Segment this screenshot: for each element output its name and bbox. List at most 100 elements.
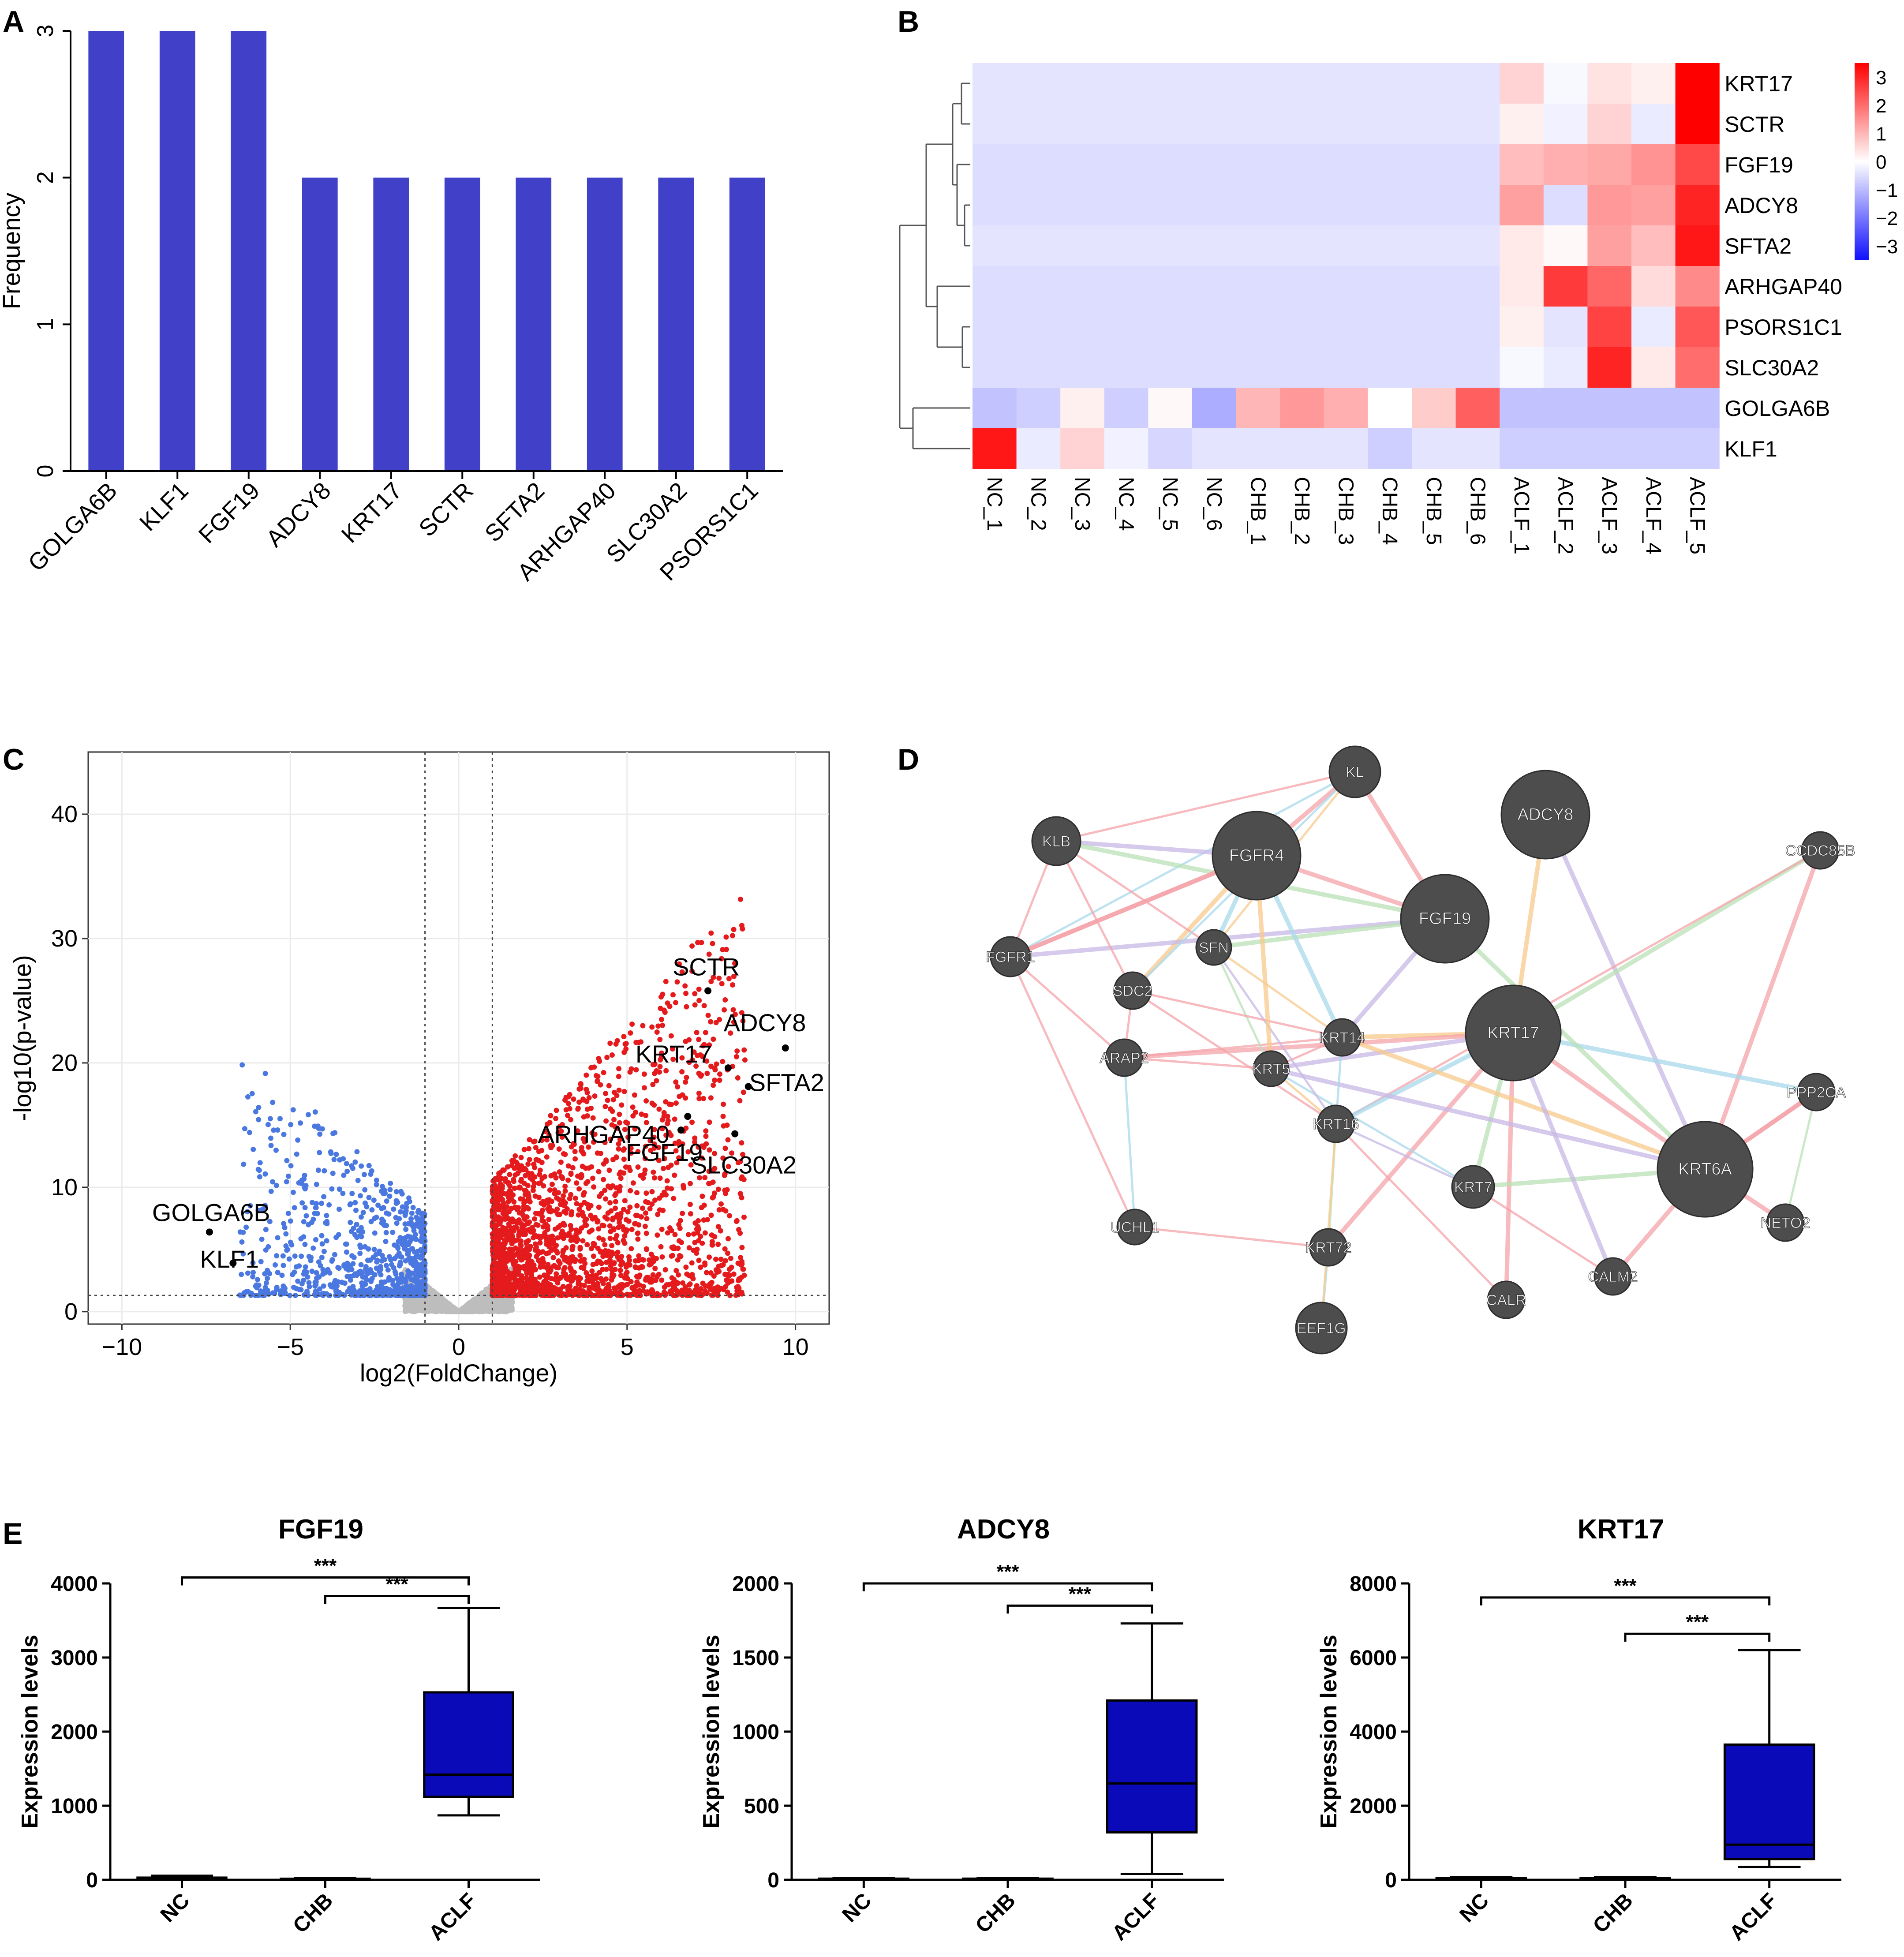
up-point — [739, 1010, 744, 1016]
up-point — [565, 1113, 571, 1119]
up-point — [559, 1122, 565, 1127]
up-point — [531, 1262, 537, 1268]
up-point — [659, 1227, 665, 1232]
up-point — [669, 1253, 674, 1259]
up-point — [689, 1119, 695, 1125]
up-point — [586, 1202, 591, 1208]
up-point — [528, 1271, 534, 1276]
up-point — [606, 1282, 611, 1287]
up-point — [526, 1146, 531, 1152]
heat-cell — [1016, 185, 1061, 226]
heat-cell — [1148, 266, 1193, 307]
ns-point — [503, 1298, 509, 1304]
up-point — [683, 1079, 688, 1085]
heat-cell — [1543, 266, 1588, 307]
heat-cell — [1280, 225, 1324, 266]
up-point — [533, 1222, 539, 1227]
panel-label-b: B — [898, 5, 919, 38]
up-point — [700, 1096, 706, 1101]
up-point — [560, 1249, 566, 1255]
up-point — [660, 1022, 666, 1028]
up-point — [554, 1271, 559, 1277]
up-point — [676, 1155, 682, 1161]
up-point — [718, 1228, 723, 1234]
up-point — [612, 1124, 618, 1130]
up-point — [649, 1189, 655, 1194]
heat-cell — [1104, 428, 1148, 469]
up-point — [595, 1150, 600, 1156]
heat-cell — [1455, 63, 1500, 104]
up-point — [673, 1000, 678, 1006]
heat-cell — [1192, 104, 1237, 145]
up-point — [540, 1224, 546, 1230]
heat-cell — [1060, 428, 1105, 469]
y-tick-label: 10 — [51, 1174, 78, 1201]
up-point — [525, 1260, 531, 1266]
up-point — [548, 1268, 554, 1273]
up-point — [529, 1225, 535, 1231]
up-point — [659, 1117, 665, 1123]
up-point — [642, 1156, 648, 1161]
up-point — [555, 1280, 561, 1286]
up-point — [512, 1186, 517, 1191]
row-label-sfta2: SFTA2 — [1724, 234, 1792, 258]
up-point — [578, 1081, 584, 1087]
heat-cell — [1236, 388, 1280, 429]
heat-cell — [1675, 388, 1720, 429]
bar-psors1c1 — [729, 177, 765, 471]
up-point — [671, 1196, 677, 1201]
up-point — [656, 1158, 662, 1164]
up-point — [610, 1251, 616, 1257]
up-point — [581, 1114, 587, 1120]
x-tick-label: 5 — [621, 1334, 634, 1360]
heat-cell — [1236, 104, 1280, 145]
up-point — [518, 1178, 524, 1184]
up-point — [723, 1272, 729, 1278]
up-point — [595, 1219, 600, 1225]
up-point — [701, 1003, 707, 1009]
bar-golga6b — [88, 31, 124, 471]
col-label: CHB_4 — [1378, 477, 1401, 545]
up-point — [622, 1198, 628, 1204]
heat-cell — [1060, 225, 1105, 266]
up-point — [569, 1246, 575, 1252]
up-point — [527, 1137, 532, 1143]
up-point — [565, 1285, 571, 1291]
heat-cell — [1455, 388, 1500, 429]
up-point — [632, 1092, 637, 1098]
up-point — [659, 1277, 665, 1283]
up-point — [651, 1134, 657, 1140]
up-point — [584, 1242, 590, 1247]
up-point — [586, 1279, 592, 1284]
up-point — [552, 1187, 557, 1193]
up-point — [580, 1192, 586, 1198]
up-point — [722, 1246, 728, 1252]
up-point — [574, 1201, 580, 1206]
up-point — [576, 1186, 582, 1192]
up-point — [672, 1141, 678, 1146]
up-point — [670, 1046, 675, 1052]
heat-cell — [1192, 347, 1237, 388]
up-point — [545, 1227, 550, 1232]
up-point — [663, 1192, 669, 1198]
heat-cell — [1280, 388, 1324, 429]
up-point — [633, 1212, 639, 1218]
up-point — [533, 1157, 539, 1163]
up-point — [580, 1096, 586, 1102]
up-point — [587, 1229, 592, 1235]
up-point — [694, 1283, 700, 1289]
up-point — [561, 1193, 566, 1199]
up-point — [727, 1293, 733, 1298]
up-point — [542, 1129, 548, 1134]
up-point — [654, 1029, 660, 1035]
up-point — [686, 1037, 692, 1043]
up-point — [608, 1208, 614, 1214]
up-point — [509, 1272, 514, 1277]
up-point — [570, 1165, 576, 1171]
col-label: NC_5 — [1158, 477, 1182, 531]
up-point — [658, 994, 664, 1000]
up-point — [601, 1177, 606, 1182]
up-point — [576, 1086, 582, 1092]
up-point — [519, 1221, 524, 1227]
up-point — [636, 1265, 642, 1271]
